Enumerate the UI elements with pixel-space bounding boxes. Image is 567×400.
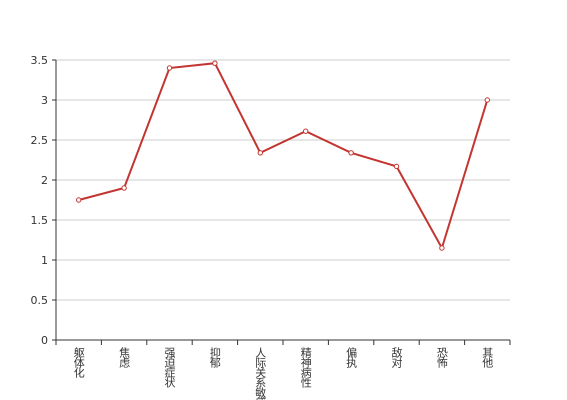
point (76, 197, 82, 203)
x-tick-label: 精神病性 (299, 347, 312, 389)
x-tick-label: 恐怖 (435, 347, 448, 368)
x-tick-label: 抑郁 (208, 346, 221, 368)
point (348, 150, 354, 156)
line (78, 62, 489, 251)
y-tick-label: 0 (41, 334, 48, 347)
point (212, 60, 218, 66)
x-tick-label: 敌对 (390, 346, 403, 368)
y-tick-label: 0.5 (31, 294, 49, 307)
x-tick-label: 偏执 (345, 346, 358, 369)
x-tick-label: 强迫症状 (163, 347, 176, 388)
point (121, 185, 127, 191)
point (166, 65, 173, 71)
y-tick-label: 3.5 (31, 54, 49, 67)
point (484, 97, 490, 103)
point (393, 163, 400, 170)
x-tick-label: 人际关系敏感 (254, 347, 267, 400)
point (257, 150, 263, 156)
y-tick-label: 1 (41, 254, 48, 267)
x-tick-label: 其他 (481, 347, 494, 368)
y-tick-label: 2.5 (31, 134, 49, 147)
y-tick-label: 3 (41, 94, 48, 107)
x-tick-label: 焦虑 (118, 347, 131, 368)
point (303, 128, 309, 134)
y-tick-label: 2 (41, 174, 48, 187)
x-tick-label: 躯体化 (72, 347, 85, 379)
y-tick-label: 1.5 (31, 214, 49, 227)
point (439, 245, 445, 251)
